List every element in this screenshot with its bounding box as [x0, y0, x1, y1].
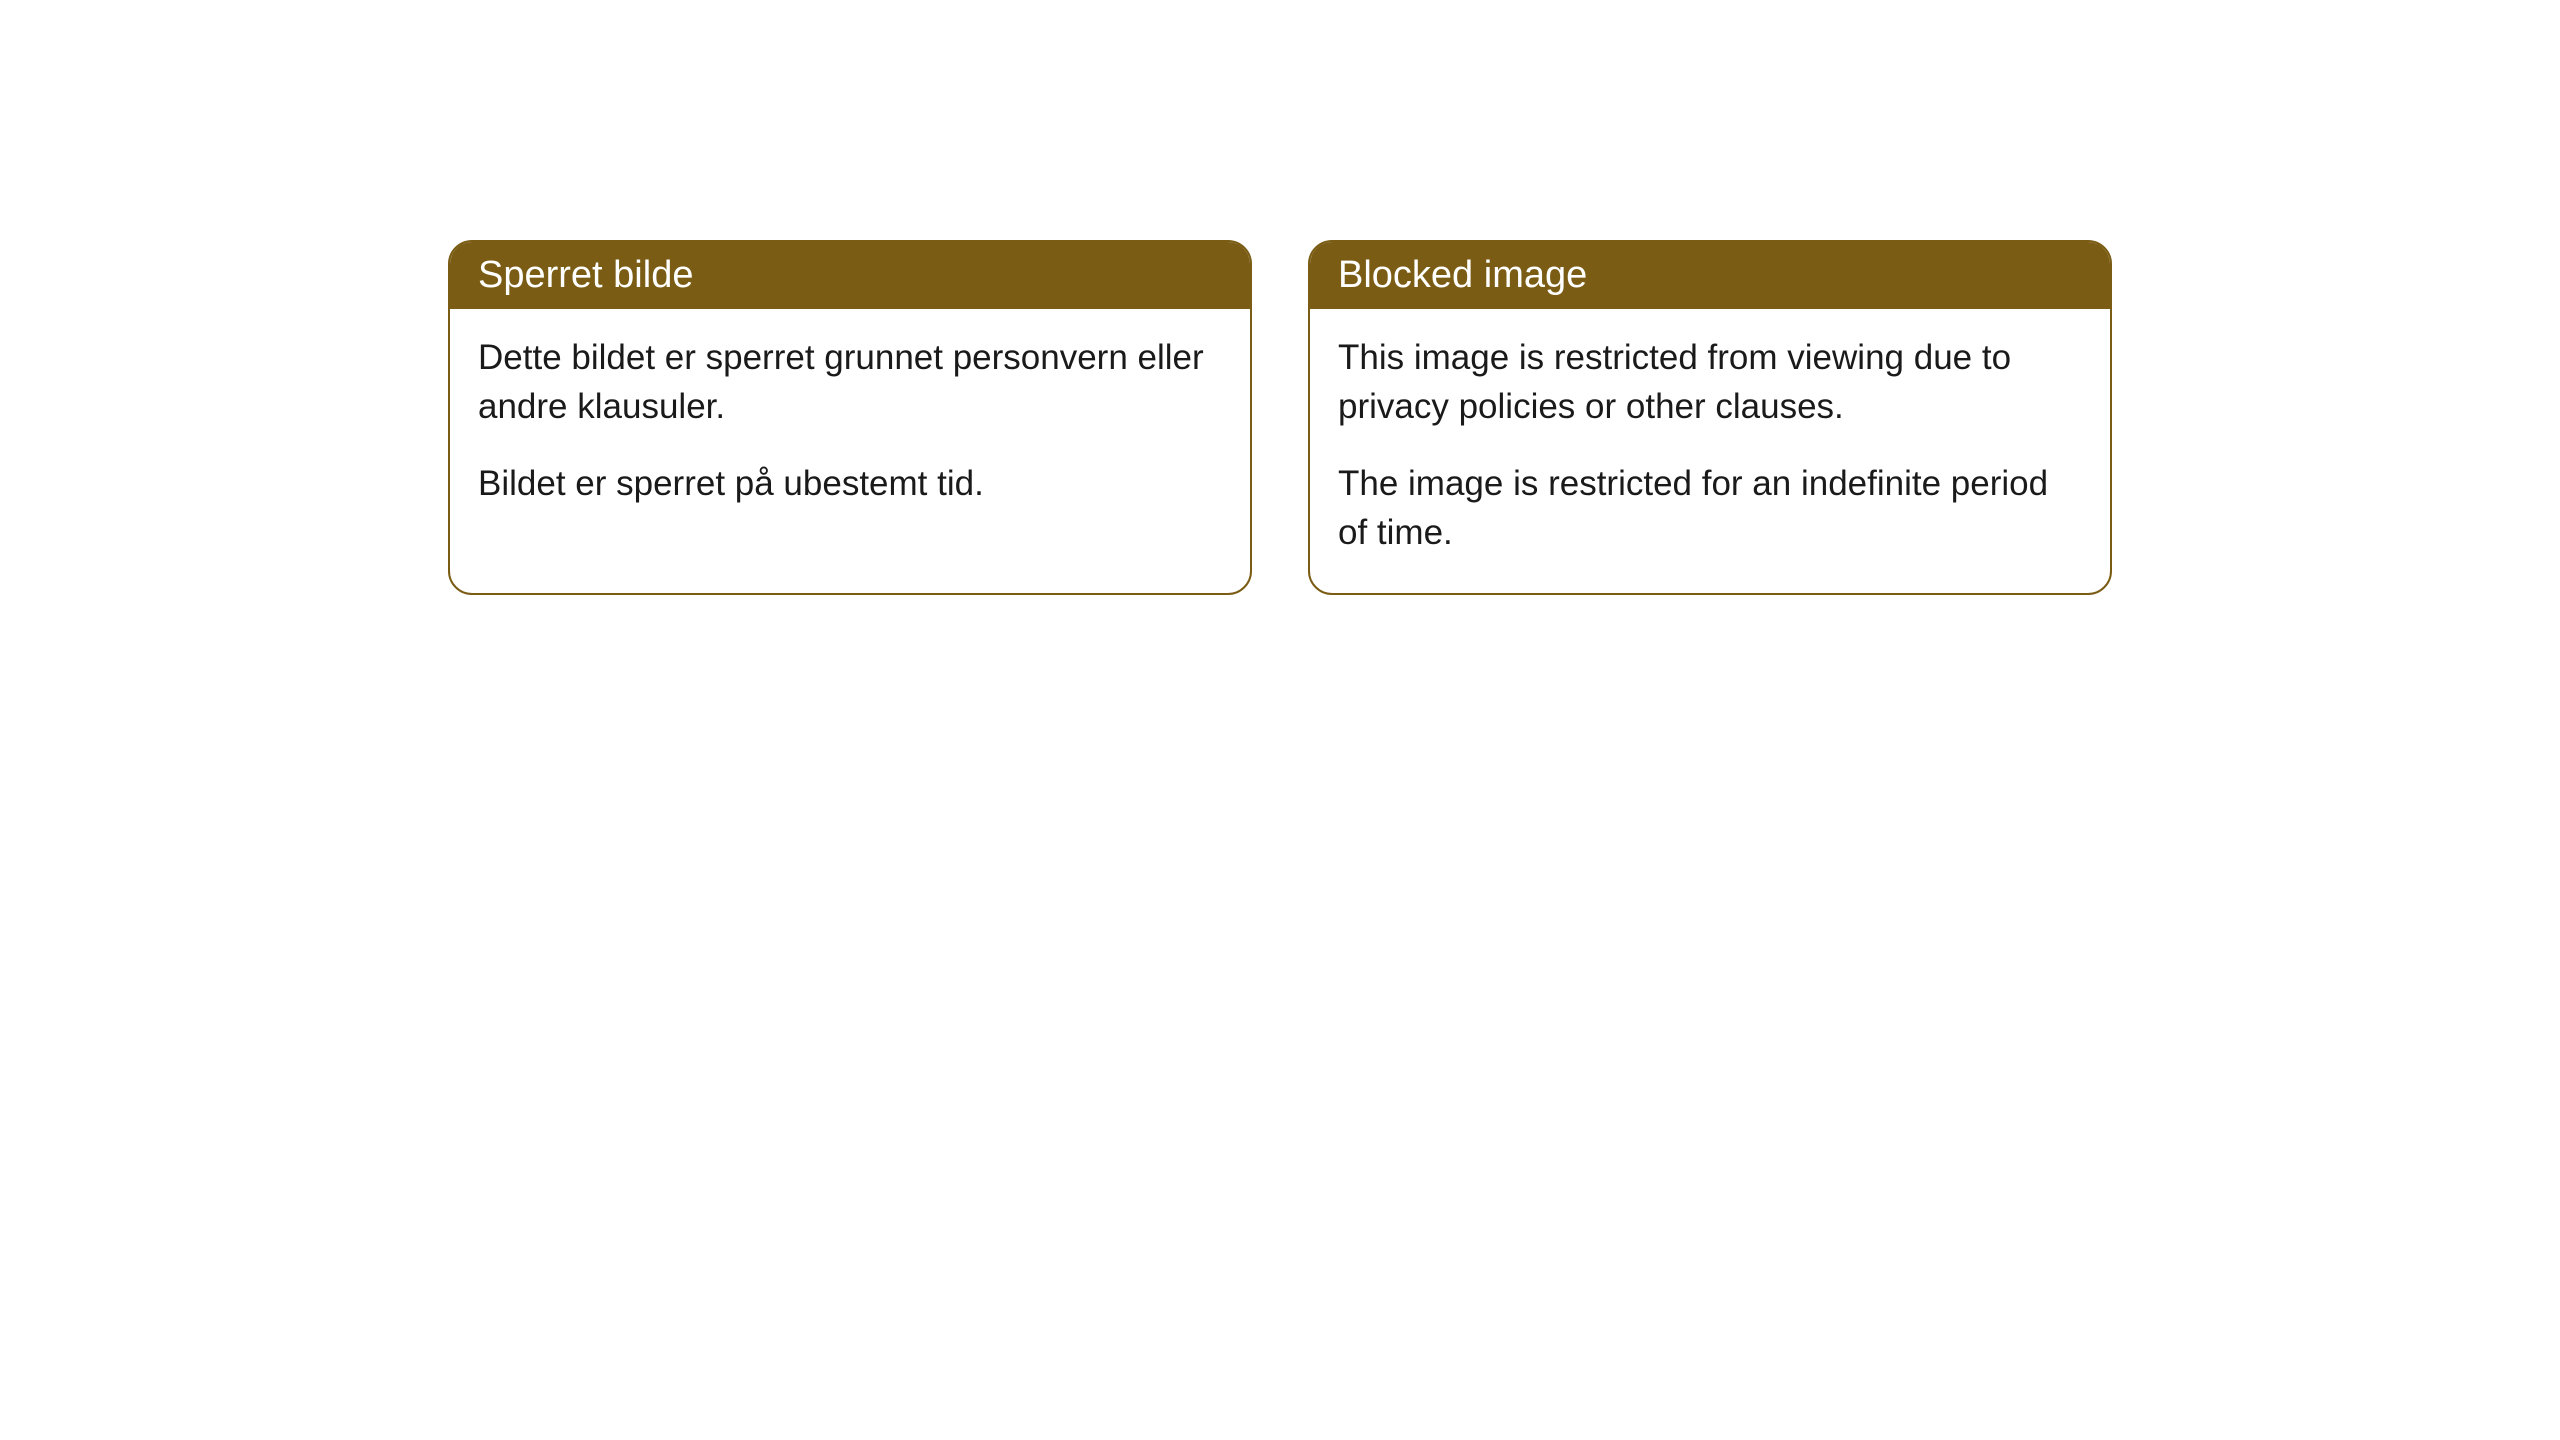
- card-paragraph1-norwegian: Dette bildet er sperret grunnet personve…: [478, 333, 1222, 431]
- card-body-english: This image is restricted from viewing du…: [1310, 309, 2110, 593]
- card-title-english: Blocked image: [1338, 254, 1587, 296]
- card-paragraph1-english: This image is restricted from viewing du…: [1338, 333, 2082, 431]
- notice-cards-container: Sperret bilde Dette bildet er sperret gr…: [448, 240, 2560, 595]
- blocked-image-card-norwegian: Sperret bilde Dette bildet er sperret gr…: [448, 240, 1252, 595]
- card-title-norwegian: Sperret bilde: [478, 254, 693, 296]
- card-paragraph2-english: The image is restricted for an indefinit…: [1338, 459, 2082, 557]
- blocked-image-card-english: Blocked image This image is restricted f…: [1308, 240, 2112, 595]
- card-body-norwegian: Dette bildet er sperret grunnet personve…: [450, 309, 1250, 544]
- card-paragraph2-norwegian: Bildet er sperret på ubestemt tid.: [478, 459, 1222, 508]
- card-header-english: Blocked image: [1310, 242, 2110, 309]
- card-header-norwegian: Sperret bilde: [450, 242, 1250, 309]
